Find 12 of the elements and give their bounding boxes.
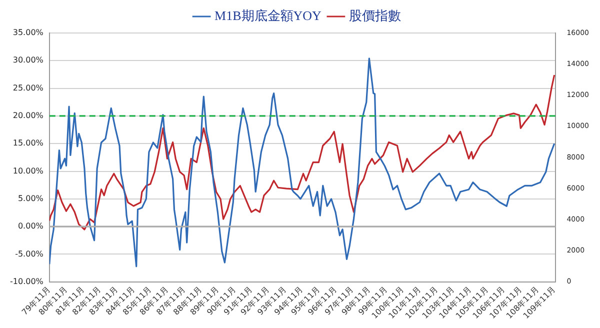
y-tick-label: 10.00% (12, 166, 44, 176)
y-tick-label: 20.00% (12, 111, 44, 120)
y-tick-label: 35.00% (12, 28, 44, 38)
y-tick-label: 25.00% (12, 83, 44, 92)
y-tick-label: 5.00% (18, 194, 44, 204)
y-tick-label: 30.00% (12, 56, 44, 65)
legend-label: M1B期底金額YOY (214, 8, 322, 23)
y-tick-label: -5.00% (15, 249, 44, 258)
legend-label: 股價指數 (348, 8, 401, 23)
y-tick-label: 0.00% (18, 222, 44, 231)
y-tick-label: -10.00% (10, 276, 44, 286)
y-tick-label: 15.00% (12, 138, 44, 148)
